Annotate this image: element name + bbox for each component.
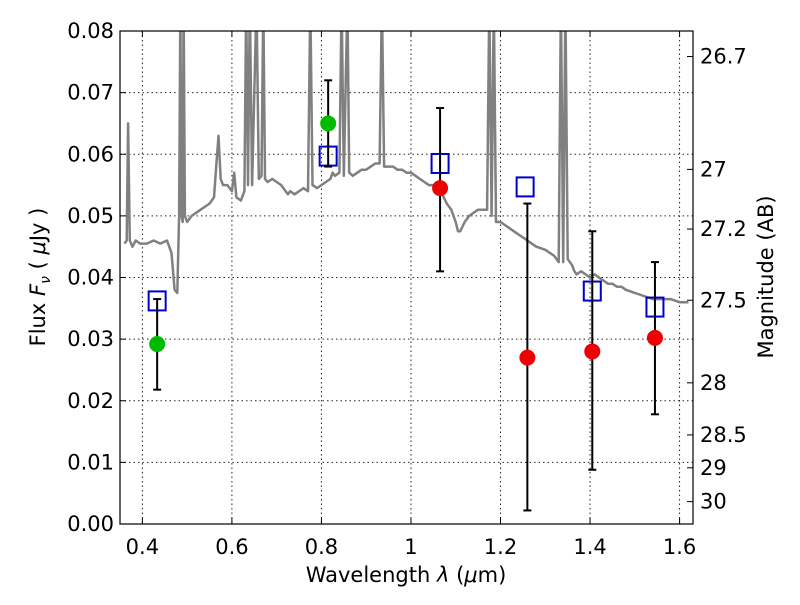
y2-tick-label: 28 bbox=[700, 371, 727, 395]
x-tick-label: 0.6 bbox=[215, 535, 248, 559]
x-tick-label: 1.6 bbox=[663, 535, 696, 559]
y-tick-label: 0.04 bbox=[67, 266, 114, 290]
flux-point bbox=[584, 343, 601, 360]
x-axis-title: Wavelength λ (μm) bbox=[306, 563, 507, 587]
x-tick-label: 0.8 bbox=[305, 535, 338, 559]
x-tick-label: 1 bbox=[404, 535, 417, 559]
series-layer bbox=[123, 31, 689, 512]
y2-tick-label: 27.2 bbox=[700, 217, 747, 241]
y2-tick-label: 29 bbox=[700, 456, 727, 480]
y-axis-title: Flux Fν ( μJy ) bbox=[26, 208, 54, 347]
flux-point bbox=[519, 349, 536, 366]
y-tick-label: 0.06 bbox=[67, 142, 114, 166]
y-tick-label: 0.01 bbox=[67, 450, 114, 474]
y-tick-label: 0.08 bbox=[67, 19, 114, 43]
x-tick-label: 1.4 bbox=[573, 535, 606, 559]
x-tick-label: 0.4 bbox=[126, 535, 159, 559]
model-square-marker bbox=[515, 176, 535, 198]
ticks: 0.4 0.6 0.8 1 1.2 1.4 1.6 0.00 0.01 0.02 0.03 0.04 0… bbox=[67, 19, 747, 559]
x-tick-label: 1.2 bbox=[484, 535, 517, 559]
y2-tick-label: 27.5 bbox=[700, 288, 747, 312]
y2-axis-title: Magnitude (AB) bbox=[754, 195, 778, 358]
y-tick-label: 0.02 bbox=[67, 389, 114, 413]
flux-point bbox=[432, 180, 449, 197]
spectrum-line bbox=[123, 31, 689, 304]
y2-tick-label: 26.7 bbox=[700, 45, 747, 69]
flux-point bbox=[646, 329, 663, 346]
y-tick-label: 0.00 bbox=[67, 512, 114, 536]
y2-tick-label: 27 bbox=[700, 157, 727, 181]
y-tick-label: 0.03 bbox=[67, 327, 114, 351]
y-tick-label: 0.07 bbox=[67, 81, 114, 105]
y2-tick-label: 28.5 bbox=[700, 423, 747, 447]
plot-area bbox=[123, 31, 689, 512]
y-tick-label: 0.05 bbox=[67, 204, 114, 228]
flux-point bbox=[320, 115, 337, 132]
y2-tick-label: 30 bbox=[700, 490, 727, 514]
flux-point bbox=[149, 336, 166, 353]
